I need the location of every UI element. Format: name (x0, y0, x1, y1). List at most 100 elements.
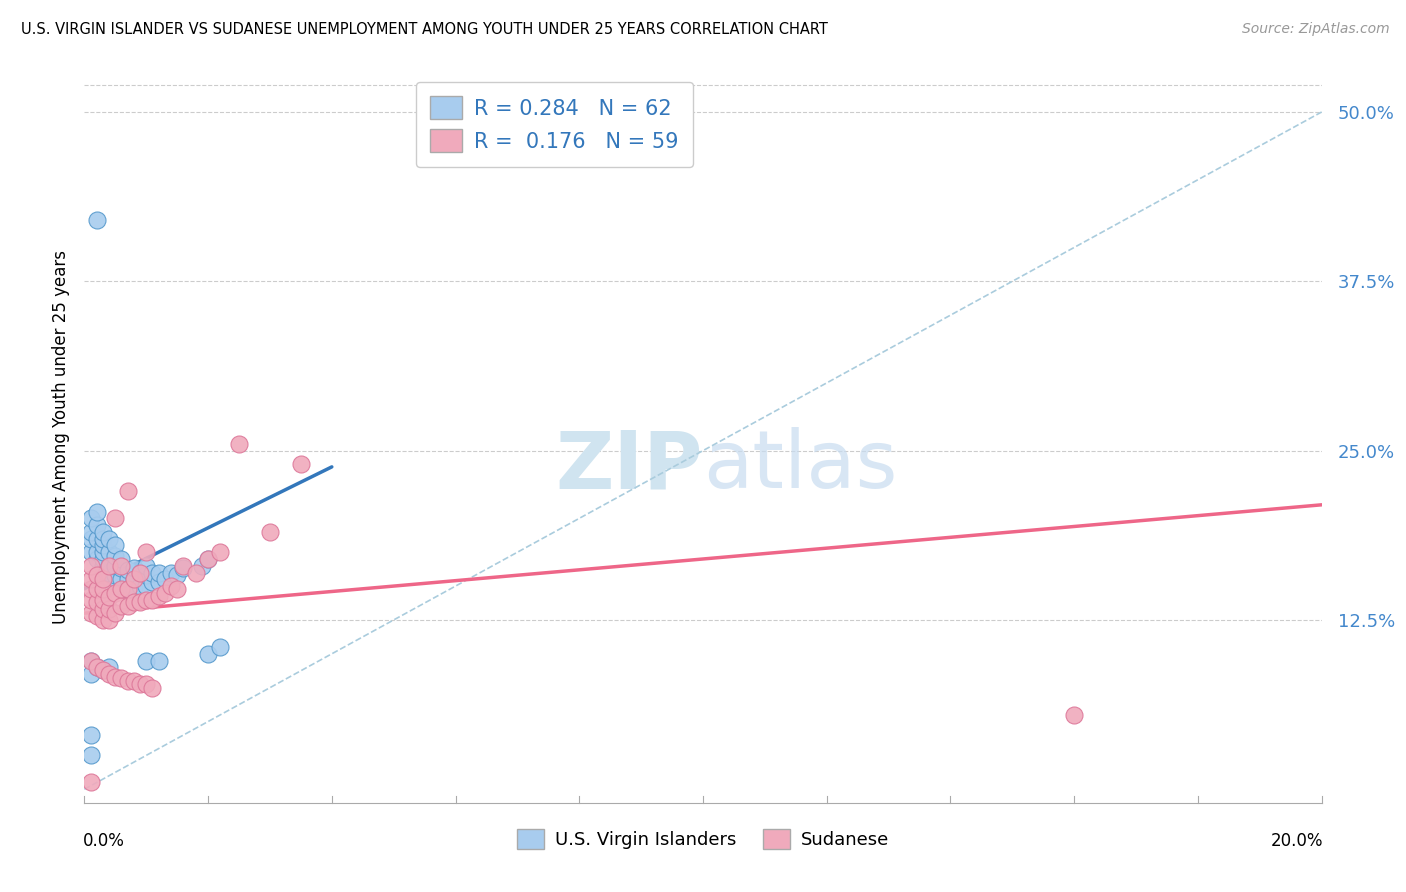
Point (86, 595, 108, 609)
Point (86, 518, 108, 533)
Point (110, 572, 132, 586)
Point (1063, 707, 1085, 722)
Point (91, 582, 114, 596)
Text: atlas: atlas (703, 427, 897, 506)
Point (135, 568, 157, 582)
Point (104, 606, 127, 620)
Point (91, 558, 114, 573)
Point (122, 595, 145, 609)
Point (110, 582, 132, 596)
Point (166, 568, 188, 582)
Point (148, 654, 170, 668)
Point (117, 572, 139, 586)
Point (79, 592, 101, 607)
Point (117, 484, 139, 499)
Point (117, 563, 139, 577)
Point (104, 558, 127, 573)
Text: ZIP: ZIP (555, 427, 703, 506)
Point (117, 673, 139, 688)
Point (122, 561, 145, 575)
Point (91, 592, 114, 607)
Point (259, 524, 281, 539)
Point (191, 558, 214, 573)
Point (91, 532, 114, 546)
Point (122, 582, 145, 596)
Point (79, 728, 101, 742)
Point (141, 592, 163, 607)
Point (110, 599, 132, 614)
Point (79, 654, 101, 668)
Point (135, 579, 157, 593)
Point (104, 568, 127, 582)
Point (98, 667, 121, 681)
Point (197, 647, 219, 661)
Point (184, 566, 207, 580)
Point (197, 552, 219, 566)
Point (86, 545, 108, 559)
Point (91, 524, 114, 539)
Text: U.S. VIRGIN ISLANDER VS SUDANESE UNEMPLOYMENT AMONG YOUTH UNDER 25 YEARS CORRELA: U.S. VIRGIN ISLANDER VS SUDANESE UNEMPLO… (21, 22, 828, 37)
Point (110, 558, 132, 573)
Point (98, 572, 121, 586)
Point (129, 566, 152, 580)
Point (153, 586, 176, 600)
Point (148, 566, 170, 580)
Point (86, 660, 108, 674)
Point (122, 572, 145, 586)
Point (135, 558, 157, 573)
Point (117, 582, 139, 596)
Text: 20.0%: 20.0% (1271, 832, 1323, 850)
Point (91, 538, 114, 552)
Point (104, 511, 127, 525)
Point (160, 579, 183, 593)
Point (79, 667, 101, 681)
Point (79, 775, 101, 789)
Point (98, 566, 121, 580)
Text: Source: ZipAtlas.com: Source: ZipAtlas.com (1241, 22, 1389, 37)
Point (91, 572, 114, 586)
Point (228, 437, 250, 451)
Point (135, 676, 157, 690)
Point (148, 574, 170, 589)
Point (141, 574, 163, 589)
Point (86, 532, 108, 546)
Point (91, 552, 114, 566)
Point (98, 558, 121, 573)
Point (104, 579, 127, 593)
Legend: U.S. Virgin Islanders, Sudanese: U.S. Virgin Islanders, Sudanese (509, 822, 897, 856)
Point (141, 681, 163, 695)
Point (122, 673, 145, 688)
Point (117, 599, 139, 614)
Point (98, 558, 121, 573)
Point (290, 457, 312, 471)
Point (122, 572, 145, 586)
Point (91, 602, 114, 616)
Point (86, 582, 108, 596)
Point (79, 545, 101, 559)
Point (129, 566, 152, 580)
Point (98, 613, 121, 627)
Point (135, 545, 157, 559)
Point (209, 640, 232, 654)
Point (98, 532, 121, 546)
Point (117, 582, 139, 596)
Point (135, 654, 157, 668)
Point (135, 592, 157, 607)
Point (104, 670, 127, 684)
Point (86, 608, 108, 623)
Point (79, 606, 101, 620)
Text: 0.0%: 0.0% (83, 832, 125, 850)
Point (79, 532, 101, 546)
Point (98, 602, 121, 616)
Point (79, 511, 101, 525)
Point (86, 660, 108, 674)
Point (148, 589, 170, 603)
Point (110, 671, 132, 685)
Point (86, 505, 108, 519)
Point (141, 566, 163, 580)
Point (160, 566, 183, 580)
Point (172, 558, 194, 573)
Point (104, 549, 127, 564)
Point (153, 572, 176, 586)
Point (98, 545, 121, 559)
